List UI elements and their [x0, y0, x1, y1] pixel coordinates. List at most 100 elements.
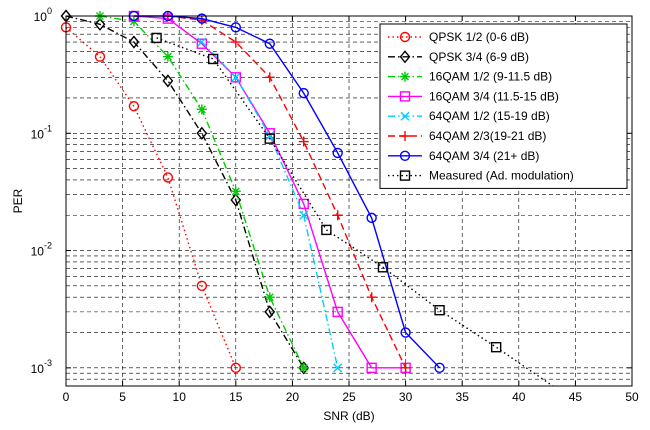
data-point-plus: [400, 362, 411, 373]
legend-label: 64QAM 2/3(19-21 dB): [429, 129, 546, 143]
data-point-diamond: [298, 361, 310, 375]
legend-entry: QPSK 1/2 (0-6 dB): [388, 30, 529, 44]
x-tick-label: 50: [625, 390, 639, 404]
data-point-diamond: [94, 17, 106, 31]
legend: QPSK 1/2 (0-6 dB) QPSK 3/4 (6-9 dB) 16QAM …: [379, 23, 628, 189]
data-point-square: [321, 224, 332, 236]
series-line: [167, 15, 407, 369]
data-point-circle: [264, 38, 275, 49]
legend-entry: 64QAM 2/3(19-21 dB): [388, 129, 546, 143]
series-line: [65, 26, 237, 369]
y-tick-label: 10-1: [31, 123, 52, 141]
x-tick-label: 5: [119, 390, 126, 404]
data-point-square: [366, 362, 377, 374]
x-tick-label: 0: [63, 390, 70, 404]
data-point-square: [264, 133, 275, 144]
data-point-square: [207, 53, 219, 65]
data-point-star: [298, 362, 309, 373]
data-point-diamond: [128, 35, 140, 49]
data-point-x: [299, 210, 309, 220]
data-point-star: [230, 186, 241, 197]
data-point-diamond: [230, 193, 242, 207]
data-point-circle: [94, 51, 106, 62]
data-point-x: [265, 131, 275, 141]
y-tick-base: 10: [34, 10, 48, 24]
data-point-plus: [230, 37, 241, 48]
data-point-plus: [400, 131, 410, 141]
data-point-square: [151, 32, 162, 44]
data-point-star: [128, 16, 139, 27]
legend-label: 16QAM 3/4 (11.5-15 dB): [429, 89, 559, 103]
data-point-square: [399, 170, 411, 181]
series-line: [65, 15, 305, 369]
data-point-circle: [162, 172, 174, 183]
legend-entry: 16QAM 1/2 (9-11.5 dB): [388, 70, 552, 84]
data-point-square: [434, 305, 445, 316]
data-point-circle: [332, 147, 343, 159]
x-tick-label: 15: [229, 390, 243, 404]
data-point-square: [490, 341, 502, 353]
y-tick-label: 10-2: [31, 241, 52, 259]
y-tick-label: 100: [34, 6, 52, 24]
data-point-circle: [230, 362, 242, 374]
legend-label: QPSK 3/4 (6-9 dB): [429, 50, 529, 64]
data-point-circle: [298, 87, 309, 99]
legend-entry: 16QAM 3/4 (11.5-15 dB): [388, 89, 559, 103]
series-line: [156, 37, 554, 387]
data-point-circle: [434, 362, 445, 374]
legend-entry: Measured (Ad. modulation): [388, 169, 574, 183]
y-tick-label: 10-3: [31, 358, 52, 376]
x-tick-label: 25: [342, 390, 356, 404]
data-point-x: [231, 72, 241, 82]
x-tick-label: 30: [399, 390, 413, 404]
y-axis-title: PER: [11, 188, 25, 213]
data-point-circle: [128, 101, 140, 112]
y-tick-exponent: -1: [44, 123, 52, 133]
series-6: [162, 11, 411, 373]
x-tick-label: 20: [286, 390, 300, 404]
data-point-diamond: [162, 74, 174, 88]
data-point-circle: [366, 212, 377, 224]
data-point-circle: [196, 13, 208, 24]
legend-label: QPSK 1/2 (0-6 dB): [429, 30, 529, 44]
data-point-plus: [332, 210, 343, 221]
y-tick-exponent: 0: [47, 6, 52, 16]
data-point-plus: [366, 292, 377, 303]
data-point-x: [400, 111, 410, 121]
x-tick-label: 40: [512, 390, 526, 404]
grid: [66, 16, 632, 386]
data-point-x: [333, 363, 343, 373]
y-tick-base: 10: [31, 127, 45, 141]
data-point-diamond: [399, 50, 411, 64]
series-layer: [60, 9, 554, 387]
series-line: [133, 15, 406, 369]
series-7: [128, 10, 445, 374]
data-point-circle: [230, 22, 242, 33]
data-point-circle: [400, 327, 411, 338]
legend-label: 64QAM 3/4 (21+ dB): [429, 149, 539, 163]
legend-entry: 64QAM 3/4 (21+ dB): [388, 149, 539, 163]
series-8: [151, 32, 554, 387]
data-point-plus: [264, 72, 275, 83]
y-tick-base: 10: [31, 245, 45, 259]
data-point-x: [197, 37, 207, 47]
y-tick-exponent: -3: [44, 358, 52, 368]
data-point-circle: [399, 31, 411, 43]
legend-entry: 64QAM 1/2 (15-19 dB): [388, 109, 550, 123]
y-tick-base: 10: [31, 362, 45, 376]
data-point-star: [400, 71, 410, 82]
data-point-diamond: [264, 305, 276, 319]
data-point-square: [230, 72, 242, 83]
y-tick-exponent: -2: [44, 241, 52, 251]
legend-box: [379, 23, 628, 189]
data-point-plus: [298, 136, 309, 147]
x-axis-title: SNR (dB): [323, 409, 374, 423]
legend-label: 16QAM 1/2 (9-11.5 dB): [429, 70, 552, 84]
x-tick-label: 10: [173, 390, 187, 404]
data-point-star: [196, 104, 207, 115]
legend-entry: QPSK 3/4 (6-9 dB): [388, 50, 529, 64]
data-point-square: [377, 262, 389, 273]
legend-label: 64QAM 1/2 (15-19 dB): [429, 109, 550, 123]
data-point-circle: [399, 150, 411, 162]
